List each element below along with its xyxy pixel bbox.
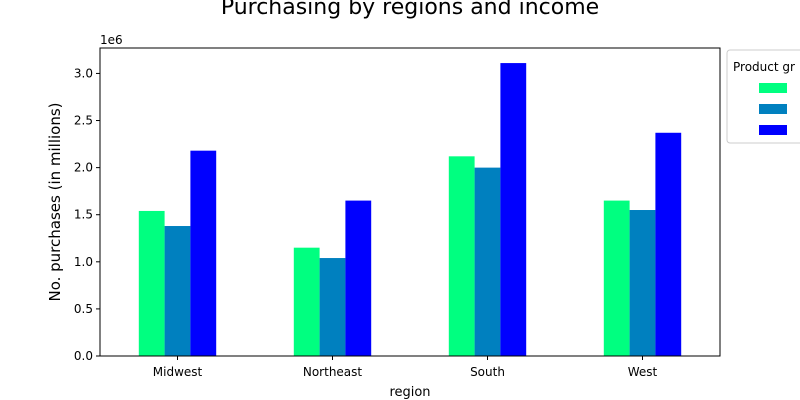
y-tick-label: 2.5	[74, 114, 93, 128]
chart-title: Purchasing by regions and income	[221, 0, 599, 20]
bar-midwest-series-1	[138, 210, 165, 356]
legend-title: Product gr	[733, 60, 795, 74]
bars-layer	[138, 63, 682, 356]
legend-swatch-3	[759, 125, 787, 135]
bar-northeast-series-2	[319, 258, 346, 356]
y-tick-label: 0.0	[74, 349, 93, 363]
y-axis-label: No. purchases (in millions)	[46, 102, 64, 301]
x-tick-label-west: West	[628, 365, 658, 379]
y-tick-label: 0.5	[74, 302, 93, 316]
bar-west-series-1	[603, 200, 630, 356]
x-tick-label-midwest: Midwest	[153, 365, 203, 379]
bar-midwest-series-2	[164, 226, 191, 356]
y-offset-text: 1e6	[100, 33, 123, 47]
bar-northeast-series-1	[293, 247, 320, 356]
x-tick-label-northeast: Northeast	[303, 365, 363, 379]
plot-frame	[99, 47, 721, 357]
y-tick-label: 1.0	[74, 255, 93, 269]
y-tick-label: 2.0	[74, 161, 93, 175]
legend-swatch-2	[759, 104, 787, 114]
bar-midwest-series-3	[190, 150, 217, 356]
bar-west-series-2	[629, 210, 656, 356]
legend-swatch-1	[759, 83, 787, 93]
bar-northeast-series-3	[345, 200, 372, 356]
legend-box	[726, 49, 800, 144]
bar-west-series-3	[655, 132, 682, 356]
x-axis-label: region	[389, 385, 430, 400]
bar-south-series-2	[474, 167, 501, 356]
bar-south-series-3	[500, 63, 527, 356]
y-tick-label: 1.5	[74, 208, 93, 222]
legend: Product gr	[726, 49, 800, 144]
x-tick-label-south: South	[470, 365, 505, 379]
bar-south-series-1	[448, 156, 475, 356]
axes-layer: 0.0 0.5 1.0 1.5 2.0 2.5 3.0 Midwest Northeast Sou…	[74, 47, 721, 379]
y-tick-label: 3.0	[74, 66, 93, 80]
